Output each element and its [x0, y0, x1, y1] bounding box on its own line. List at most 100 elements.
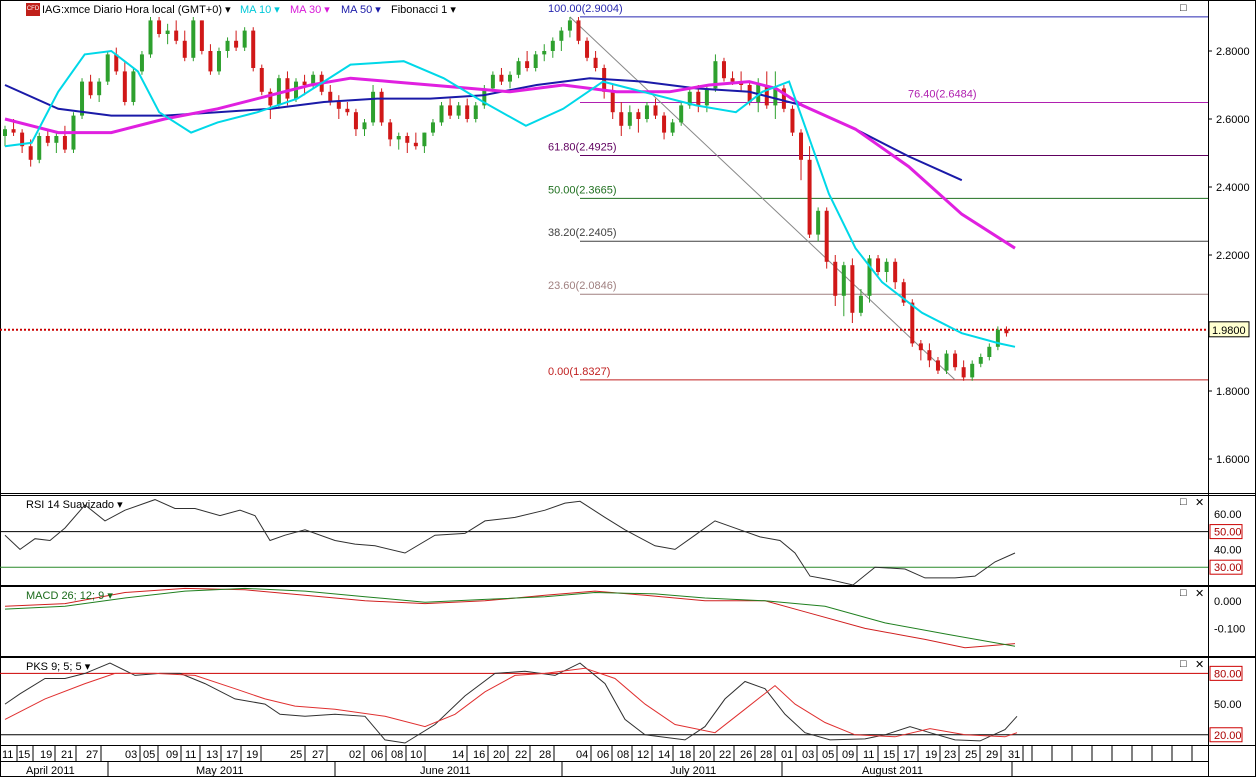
- panel-tick-label: 80.00: [1214, 668, 1242, 680]
- candle-body: [482, 88, 487, 106]
- x-day-label: 03: [802, 749, 814, 761]
- candle-body: [328, 91, 333, 102]
- candle-body: [953, 353, 958, 368]
- ma10-line: [4, 49, 1016, 348]
- x-day-label: 11: [185, 749, 196, 761]
- candle-body: [867, 258, 872, 296]
- macd-panel-title[interactable]: MACD 26; 12; 9 ▾: [26, 590, 113, 602]
- x-day-label: 22: [719, 749, 731, 761]
- candle-body: [413, 142, 418, 147]
- candle-body: [54, 136, 59, 143]
- macd-maximize-button[interactable]: □: [1180, 587, 1187, 599]
- y-tick-label: 2.4000: [1216, 182, 1250, 194]
- candle-body: [285, 78, 290, 99]
- candle-body: [268, 91, 273, 106]
- candle-body: [567, 20, 572, 31]
- x-day-label: 09: [842, 749, 854, 761]
- x-day-label: 01: [781, 749, 793, 761]
- candle-body: [388, 122, 393, 140]
- chevron-down-icon[interactable]: ▾: [274, 4, 280, 16]
- x-day-label: 29: [986, 749, 998, 761]
- candle-body: [216, 51, 221, 72]
- chevron-down-icon[interactable]: ▾: [225, 4, 231, 16]
- panel-tick-label: 60.00: [1214, 509, 1242, 521]
- candle-body: [662, 115, 667, 133]
- rsi-panel-title[interactable]: RSI 14 Suavizado ▾: [26, 499, 123, 511]
- fib-level-label: 50.00(2.3665): [548, 184, 617, 196]
- chevron-down-icon[interactable]: ▾: [84, 661, 91, 673]
- candle-body: [371, 91, 376, 123]
- pks-close-button[interactable]: ✕: [1195, 659, 1205, 671]
- indicator-line: [4, 499, 1016, 586]
- x-day-label: 12: [637, 749, 649, 761]
- x-month-label: July 2011: [670, 765, 716, 777]
- candle-body: [816, 210, 821, 235]
- panel-tick-label: 50.00: [1214, 527, 1242, 539]
- candle-body: [114, 54, 119, 72]
- candle-body: [439, 105, 444, 123]
- chevron-down-icon[interactable]: ▾: [450, 4, 456, 16]
- candle-body: [833, 261, 838, 296]
- x-day-label: 08: [391, 749, 403, 761]
- candle-body: [174, 30, 179, 41]
- y-tick-label: 1.6000: [1216, 454, 1250, 466]
- candle-body: [893, 261, 898, 283]
- candle-body: [345, 108, 350, 113]
- candle-body: [987, 346, 992, 357]
- pks-panel-title[interactable]: PKS 9; 5; 5 ▾: [26, 661, 91, 673]
- rsi-close-button[interactable]: ✕: [1195, 497, 1205, 509]
- x-day-label: 18: [679, 749, 691, 761]
- symbol-label[interactable]: IAG:xmce Diario Hora local (GMT+0) ▾: [42, 4, 231, 16]
- maximize-button[interactable]: □: [1180, 2, 1187, 14]
- indicator-ma10[interactable]: MA 10 ▾: [240, 4, 280, 16]
- chevron-down-icon[interactable]: ▾: [117, 499, 123, 511]
- tick-box: [1209, 559, 1243, 575]
- candle-body: [730, 78, 735, 82]
- x-day-label: 05: [143, 749, 155, 761]
- indicator-ma50[interactable]: MA 50 ▾: [341, 4, 381, 16]
- x-day-label: 17: [903, 749, 915, 761]
- candle-body: [585, 40, 590, 58]
- candle-body: [533, 54, 538, 68]
- candle-body: [422, 132, 427, 147]
- x-day-label: 03: [125, 749, 137, 761]
- x-day-label: 23: [944, 749, 956, 761]
- candle-body: [1004, 329, 1009, 334]
- indicator-fibonacci[interactable]: Fibonacci 1 ▾: [391, 4, 456, 16]
- x-day-label: 22: [515, 749, 527, 761]
- x-day-label: 25: [965, 749, 977, 761]
- x-month-label: August 2011: [862, 765, 923, 777]
- candle-body: [208, 51, 213, 72]
- macd-close-button[interactable]: ✕: [1195, 588, 1205, 600]
- indicator-ma30[interactable]: MA 30 ▾: [290, 4, 330, 16]
- indicator-line: [4, 667, 1018, 738]
- candle-body: [105, 54, 110, 82]
- candle-body: [131, 71, 136, 102]
- candle-body: [901, 282, 906, 303]
- candle-body: [165, 30, 170, 34]
- candle-body: [995, 329, 1000, 347]
- candle-body: [687, 91, 692, 106]
- candle-body: [405, 136, 410, 143]
- candle-body: [610, 91, 615, 113]
- candle-body: [199, 20, 204, 51]
- x-day-label: 14: [452, 749, 464, 761]
- pks-maximize-button[interactable]: □: [1180, 658, 1187, 670]
- candle-body: [465, 105, 470, 119]
- candle-body: [242, 30, 247, 48]
- candle-body: [379, 91, 384, 123]
- candle-body: [764, 85, 769, 106]
- fib-level-label: 76.40(2.6484): [908, 89, 977, 101]
- candle-body: [97, 81, 102, 96]
- candle-body: [499, 74, 504, 82]
- chevron-down-icon[interactable]: ▾: [324, 4, 330, 16]
- chevron-down-icon[interactable]: ▾: [375, 4, 381, 16]
- chevron-down-icon[interactable]: ▾: [107, 590, 113, 602]
- x-day-label: 28: [539, 749, 551, 761]
- rsi-maximize-button[interactable]: □: [1180, 496, 1187, 508]
- candle-body: [696, 91, 701, 106]
- panel-tick-label: 50.00: [1214, 699, 1242, 711]
- candle-body: [679, 105, 684, 123]
- candle-body: [970, 363, 975, 378]
